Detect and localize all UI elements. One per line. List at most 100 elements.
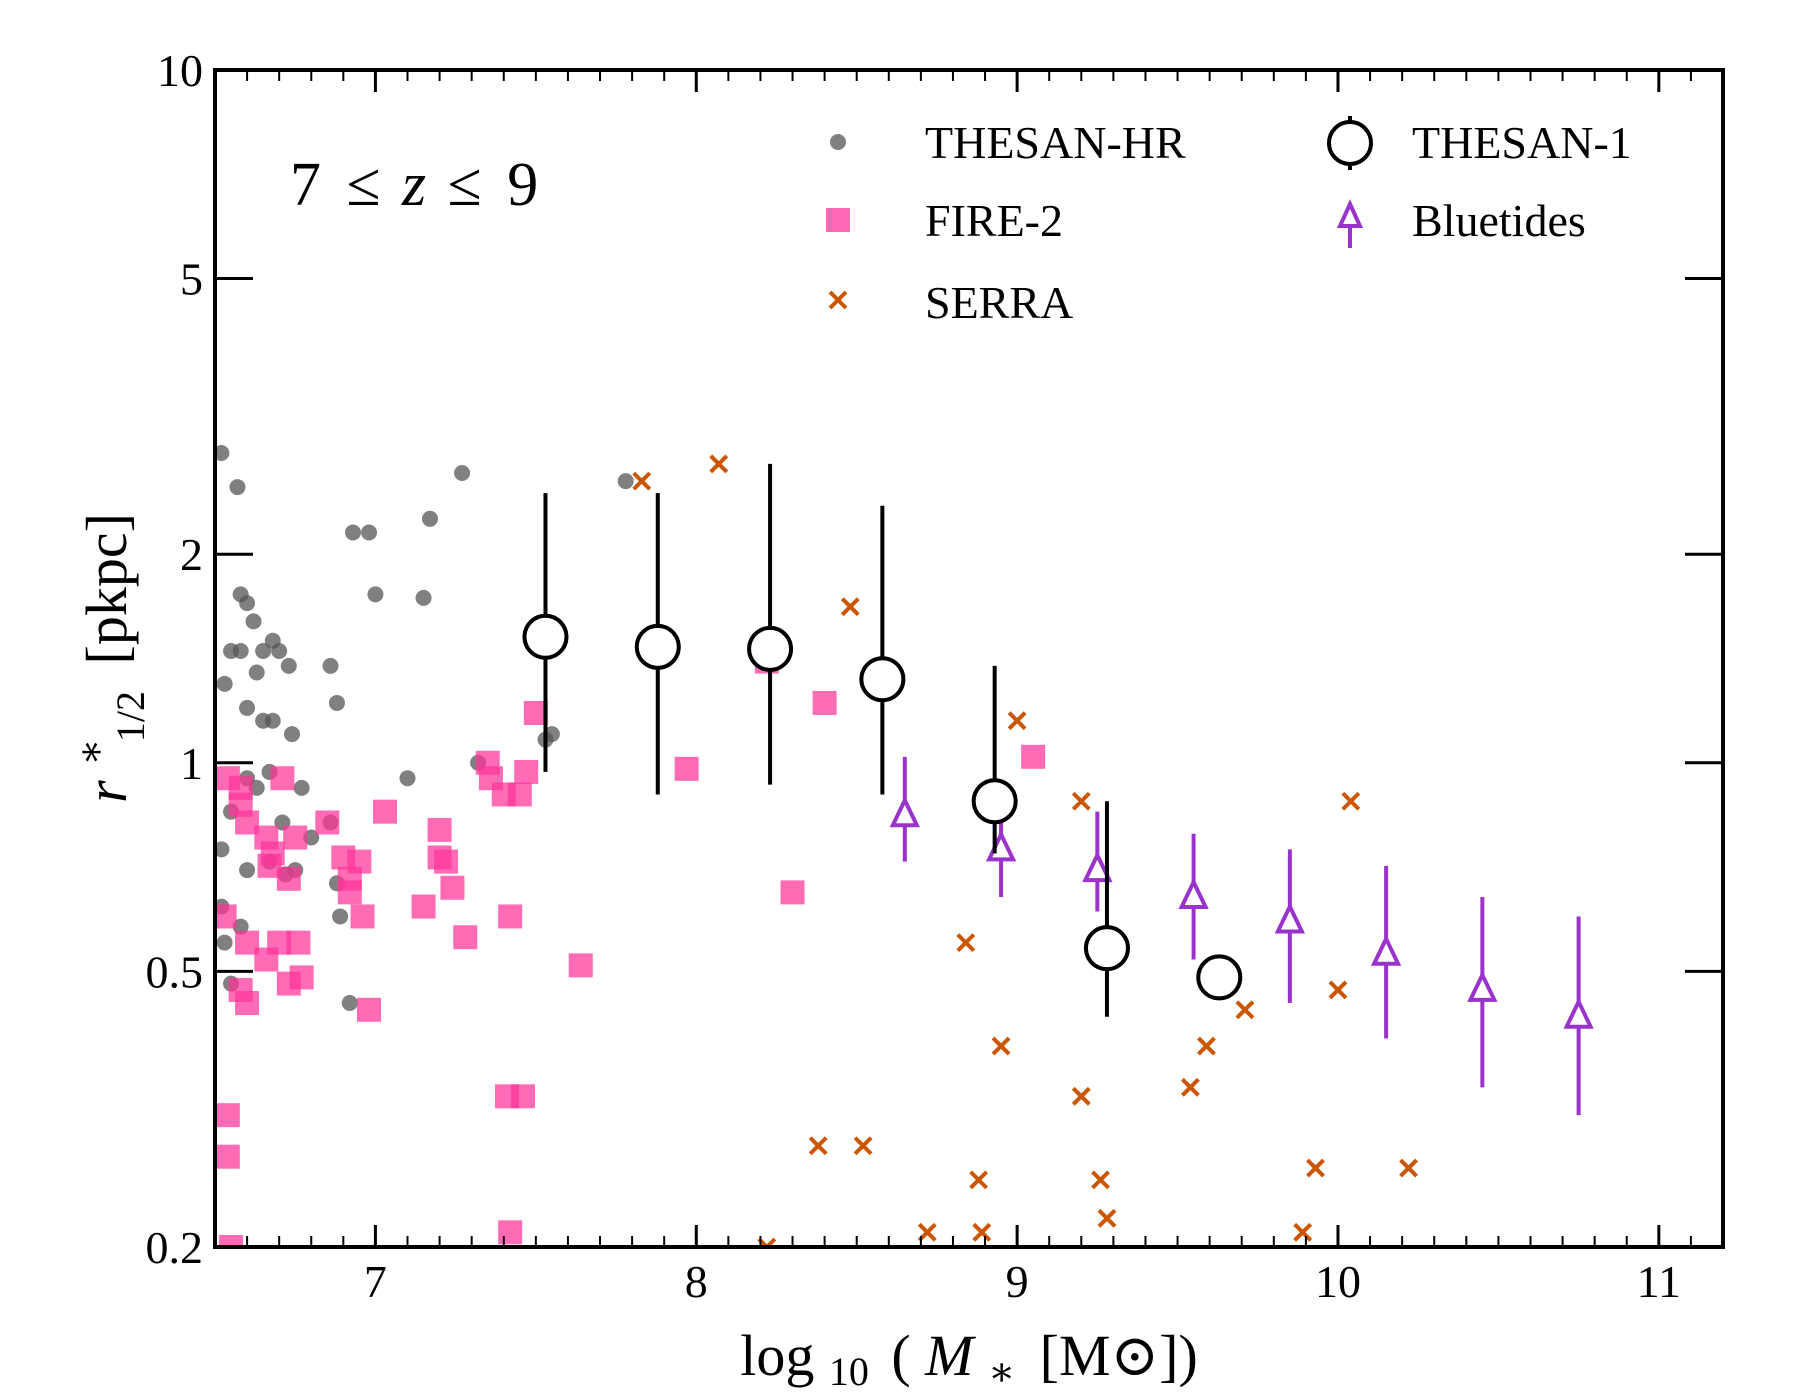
- x-tick-label: 9: [1006, 1256, 1029, 1307]
- bluetides-marker: [1370, 934, 1402, 966]
- legend-marker-thesan-1: [1327, 116, 1373, 170]
- thesan-hr-point: [303, 829, 320, 846]
- thesan-hr-point: [216, 675, 233, 692]
- fire-2-point: [373, 799, 398, 824]
- bluetides-point: [889, 756, 921, 862]
- x-tick-label: 7: [364, 1256, 387, 1307]
- serra-point: [917, 1222, 937, 1242]
- thesan-hr-point: [239, 862, 256, 879]
- redshift-annotation: 7 ≤ z ≤ 9: [290, 151, 538, 219]
- thesan-hr-point: [215, 444, 230, 461]
- thesan-hr-point: [216, 934, 233, 951]
- thesan-hr-point: [215, 841, 230, 858]
- fire-2-point: [674, 756, 699, 781]
- fire-2-point: [337, 880, 362, 905]
- thesan-1-marker: [522, 613, 569, 660]
- fire-2-point: [350, 904, 375, 929]
- fire-2-point: [235, 991, 260, 1016]
- thesan-1-point: [522, 493, 569, 772]
- bluetides-point: [1082, 811, 1113, 912]
- thesan-hr-point: [284, 726, 301, 743]
- legend-label-thesan-hr: THESAN-HR: [925, 117, 1186, 168]
- thesan-hr-point: [543, 726, 560, 743]
- thesan-hr-point: [293, 779, 310, 796]
- serra-point: [1235, 1000, 1255, 1020]
- serra-point: [1071, 791, 1091, 811]
- serra-point: [1197, 1036, 1216, 1056]
- fire-2-point: [283, 825, 308, 850]
- fire-2-point: [507, 782, 532, 807]
- legend-marker-serra: [828, 290, 848, 310]
- serra-point: [972, 1222, 992, 1242]
- thesan-hr-point: [264, 712, 281, 729]
- serra-point: [709, 454, 729, 474]
- thesan-1-point: [859, 505, 906, 795]
- serra-point: [969, 1170, 989, 1190]
- thesan-hr-point: [322, 657, 339, 674]
- legend-label-thesan-1: THESAN-1: [1412, 117, 1632, 168]
- fire-2-point: [514, 759, 539, 784]
- serra-point: [632, 471, 652, 491]
- y-axis-label: r ∗ 1/2 [pkpc]: [52, 513, 157, 803]
- bluetides-marker: [1563, 997, 1594, 1029]
- x-tick-label: 10: [1315, 1256, 1361, 1307]
- bluetides-marker: [1082, 850, 1113, 883]
- bluetides-marker: [889, 795, 921, 828]
- fire-2-point: [427, 817, 452, 842]
- thesan-hr-point: [229, 479, 246, 496]
- bluetides-point: [1370, 865, 1402, 1039]
- x-tick-label: 11: [1637, 1256, 1681, 1307]
- legend: THESAN-HR FIRE-2 SERRA THESAN-1 Bluetide…: [826, 116, 1632, 328]
- fire-2-point: [270, 766, 295, 791]
- thesan-1-marker: [1083, 925, 1130, 972]
- legend-label-bluetides: Bluetides: [1412, 195, 1586, 246]
- thesan-hr-point: [617, 473, 634, 490]
- thesan-1-point: [1083, 801, 1130, 1017]
- thesan-hr-point: [239, 595, 256, 612]
- serra-point: [1091, 1170, 1110, 1190]
- serra-point: [1007, 711, 1027, 731]
- fire-2-point: [215, 904, 237, 929]
- thesan-1-marker: [634, 623, 681, 670]
- y-tick-label: 1: [180, 738, 203, 789]
- serra-point: [808, 1136, 828, 1156]
- y-tick-label: 0.2: [146, 1222, 204, 1273]
- thesan-hr-point: [245, 613, 262, 630]
- fire-2-point: [780, 880, 805, 905]
- fire-2-point: [357, 997, 382, 1022]
- y-tick-label: 10: [157, 45, 203, 96]
- thesan-hr-point: [271, 642, 288, 659]
- fire-2-point: [511, 1084, 536, 1109]
- legend-marker-thesan-hr: [830, 134, 846, 150]
- fire-2-point: [286, 930, 311, 955]
- thesan-hr-point: [248, 779, 265, 796]
- serra-point: [1341, 791, 1361, 811]
- fire-2-point: [257, 853, 282, 878]
- fire-2-point: [315, 810, 340, 835]
- y-tick-label: 5: [180, 254, 203, 305]
- serra-point: [991, 1036, 1011, 1056]
- fire-2-point: [453, 925, 478, 950]
- thesan-hr-point: [248, 664, 265, 681]
- bluetides-point: [1274, 849, 1306, 1004]
- plot-frame: [213, 68, 1725, 1249]
- thesan-1-point: [1196, 954, 1243, 1001]
- bluetides-point: [1467, 897, 1498, 1088]
- bluetides-marker: [1274, 901, 1306, 934]
- thesan-1-point: [747, 463, 794, 785]
- serra-point: [853, 1136, 873, 1156]
- serra-point: [840, 597, 860, 617]
- legend-label-fire-2: FIRE-2: [925, 195, 1063, 246]
- thesan-1-point: [634, 493, 681, 795]
- thesan-hr-point: [280, 657, 297, 674]
- serra-point: [1306, 1158, 1325, 1178]
- fire-2-point: [289, 965, 314, 990]
- legend-marker-fire-2: [826, 208, 850, 232]
- bluetides-point: [1563, 916, 1594, 1116]
- ticks-layer: 7 8 9 10 11 0.2 0.5 1 2 5 10: [146, 45, 1724, 1307]
- serra-point: [1180, 1077, 1200, 1097]
- serra-point: [757, 1237, 777, 1247]
- fire-2-point: [215, 1103, 240, 1128]
- serra-point: [1293, 1222, 1313, 1242]
